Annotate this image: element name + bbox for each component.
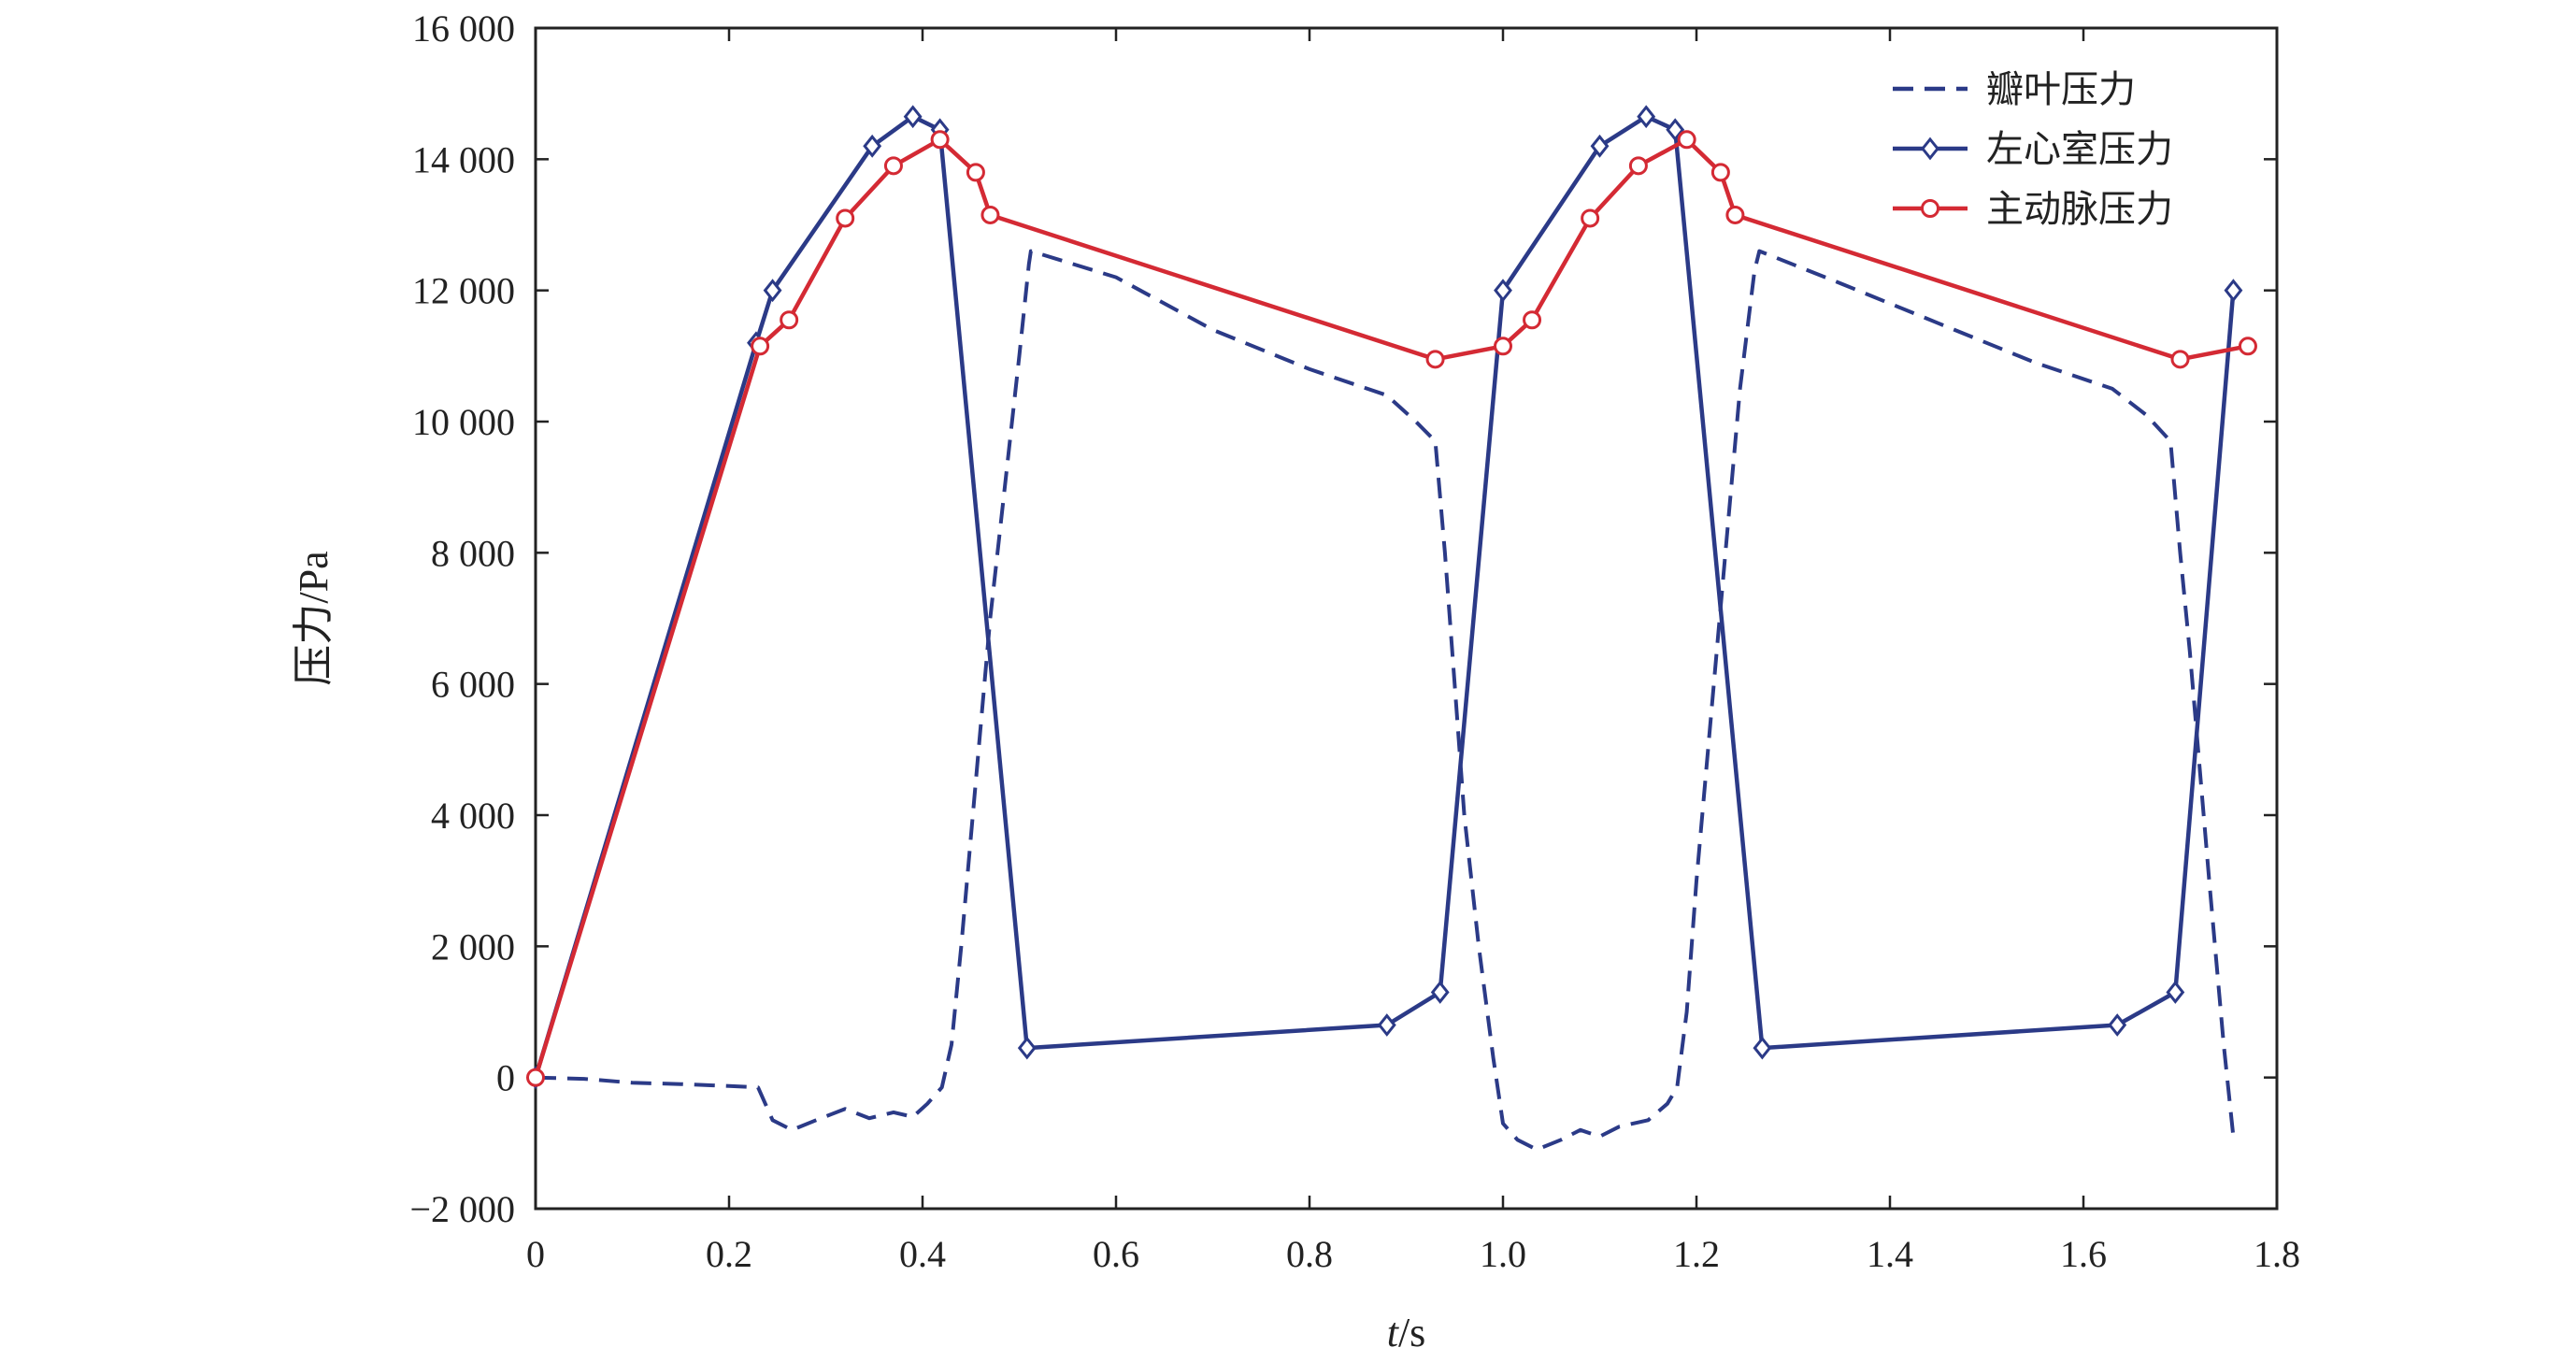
- diamond-marker: [1666, 118, 1685, 142]
- circle-marker: [980, 205, 1000, 224]
- series-2: [526, 105, 2243, 1090]
- circle-marker: [1628, 156, 1648, 176]
- circle-marker: [1677, 130, 1696, 150]
- diamond-marker: [1494, 279, 1512, 303]
- series-line: [533, 114, 2236, 1079]
- y-tick-label: 0: [496, 1057, 515, 1099]
- legend-item: 左心室压力: [1893, 128, 2173, 171]
- circle-marker: [751, 337, 770, 356]
- diamond-marker: [1430, 981, 1450, 1004]
- diamond-marker: [2108, 1013, 2127, 1037]
- y-tick-label: −2 000: [409, 1188, 515, 1230]
- diamond-marker: [1921, 136, 1939, 161]
- circle-marker: [2170, 350, 2190, 369]
- y-tick-label: 12 000: [412, 270, 515, 312]
- y-tick-label: 8 000: [431, 532, 515, 574]
- x-tick-label: 1.4: [1867, 1233, 1913, 1275]
- diamond-marker: [903, 105, 923, 129]
- y-tick-label: 16 000: [412, 7, 515, 50]
- diamond-marker: [2166, 981, 2185, 1004]
- diamond-marker: [863, 134, 882, 158]
- series-line: [535, 249, 2236, 1152]
- circle-marker: [1494, 337, 1512, 356]
- x-tick-label: 1.8: [2254, 1233, 2300, 1275]
- legend-label: 左心室压力: [1986, 128, 2173, 171]
- diamond-marker: [1590, 134, 1610, 158]
- circle-marker: [1425, 350, 1445, 369]
- x-axis-label-unit: /s: [1398, 1310, 1425, 1355]
- circle-marker: [1581, 208, 1600, 228]
- y-tick-label: 2 000: [431, 925, 515, 968]
- x-tick-label: 1.6: [2060, 1233, 2107, 1275]
- legend-item: 瓣叶压力: [1893, 68, 2136, 111]
- circle-marker: [883, 156, 903, 176]
- x-tick-label: 1.2: [1673, 1233, 1720, 1275]
- circle-marker: [1523, 310, 1542, 330]
- plot-frame: [534, 26, 2279, 1211]
- circle-marker: [526, 1068, 545, 1087]
- x-axis-label-variable: t: [1387, 1310, 1400, 1355]
- diamond-marker: [1753, 1036, 1772, 1060]
- circle-marker: [1710, 163, 1730, 182]
- series-3: [526, 130, 2257, 1087]
- diamond-marker: [1377, 1013, 1396, 1037]
- circle-marker: [2238, 337, 2257, 356]
- x-tick-label: 1.0: [1480, 1233, 1526, 1275]
- y-tick-label: 4 000: [431, 795, 515, 837]
- y-tick-label: 10 000: [412, 401, 515, 443]
- series-layer: [526, 105, 2257, 1152]
- diamond-marker: [1637, 105, 1656, 129]
- x-tick-label: 0.8: [1286, 1233, 1333, 1275]
- x-tick-label: 0.2: [706, 1233, 752, 1275]
- y-tick-label: 6 000: [431, 664, 515, 706]
- circle-marker: [780, 310, 799, 330]
- circle-marker: [966, 163, 985, 182]
- x-axis-label: t/s: [1387, 1310, 1426, 1355]
- legend-label: 瓣叶压力: [1986, 68, 2136, 111]
- series-1: [535, 249, 2236, 1152]
- circle-marker: [1921, 199, 1939, 218]
- x-axis-ticks: 0 0.2 0.4 0.6 0.8 1.0 1.2 1.4 1.6 1.8: [526, 28, 2300, 1275]
- series-line: [533, 137, 2249, 1079]
- circle-marker: [1725, 205, 1745, 224]
- plot-area: [534, 26, 2279, 1211]
- legend-label: 主动脉压力: [1986, 188, 2173, 231]
- x-tick-label: 0: [526, 1233, 545, 1275]
- diamond-marker: [1017, 1036, 1037, 1060]
- y-axis-label: 压力/Pa: [291, 551, 336, 685]
- circle-marker: [836, 208, 855, 228]
- y-axis-ticks: −2 000 0 2 000 4 000 6 000 8 000 10 000 12 000 1…: [409, 7, 2277, 1230]
- y-tick-label: 14 000: [412, 138, 515, 180]
- x-tick-label: 0.4: [899, 1233, 946, 1275]
- diamond-marker: [2224, 279, 2243, 303]
- circle-marker: [930, 130, 950, 150]
- diamond-marker: [763, 279, 782, 303]
- x-tick-label: 0.6: [1093, 1233, 1139, 1275]
- legend-item: 主动脉压力: [1893, 188, 2173, 231]
